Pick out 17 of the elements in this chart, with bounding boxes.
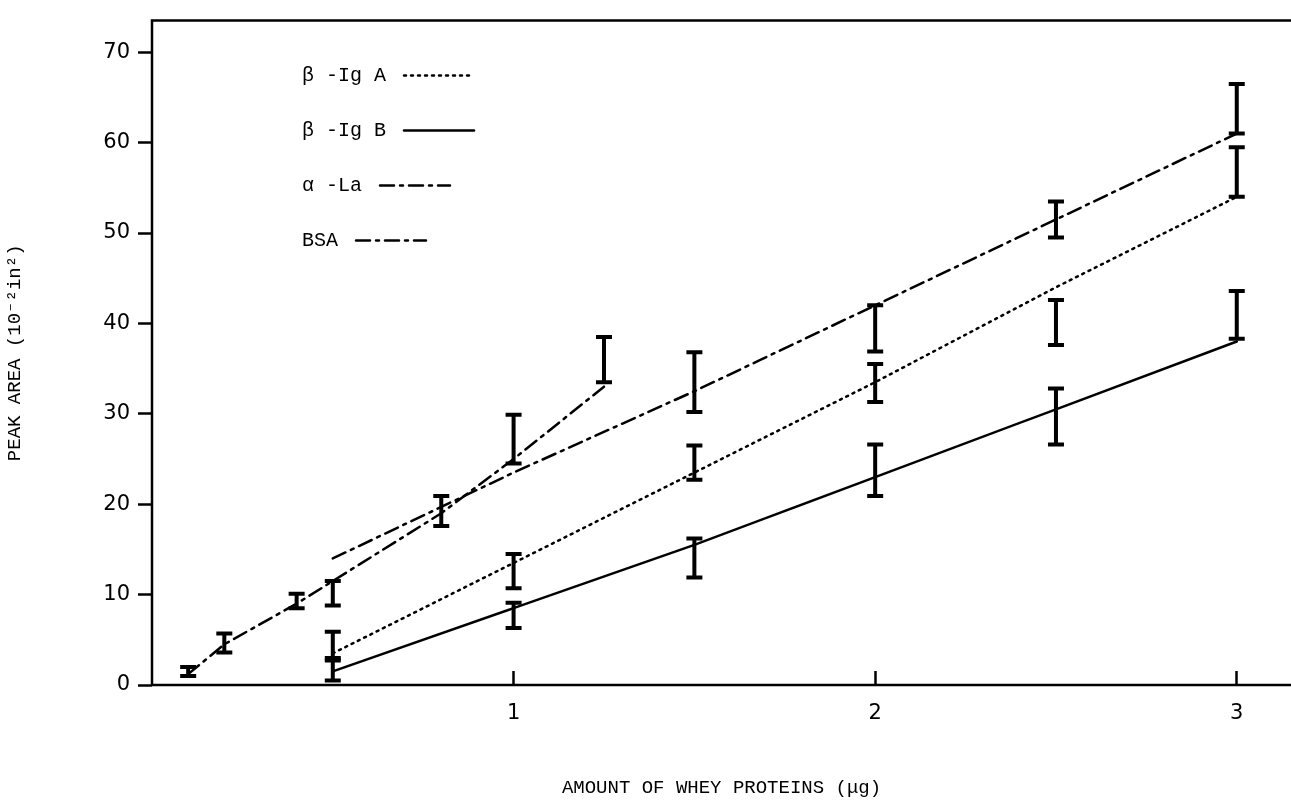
y-tick-label: 70 [103,38,130,63]
y-tick-label: 60 [103,129,130,154]
x-axis-title: AMOUNT OF WHEY PROTEINS (μg) [561,776,882,799]
y-tick-label: 10 [103,581,130,606]
y-tick-label: 20 [103,490,130,515]
x-tick-label: 1 [506,700,521,725]
y-tick-label: 0 [116,671,130,696]
y-tick-label: 40 [103,309,130,334]
x-tick-label: 3 [1230,700,1244,725]
legend-label: BSA [302,228,339,252]
legend-label: β -Ig B [302,118,387,142]
y-axis-title: PEAK AREA (10⁻²in²) [4,244,27,462]
legend-label: β -Ig A [302,63,387,87]
y-tick-label: 50 [103,219,130,244]
y-tick-label: 30 [103,400,130,425]
x-tick-label: 2 [868,700,882,725]
legend-label: α -La [302,173,363,197]
